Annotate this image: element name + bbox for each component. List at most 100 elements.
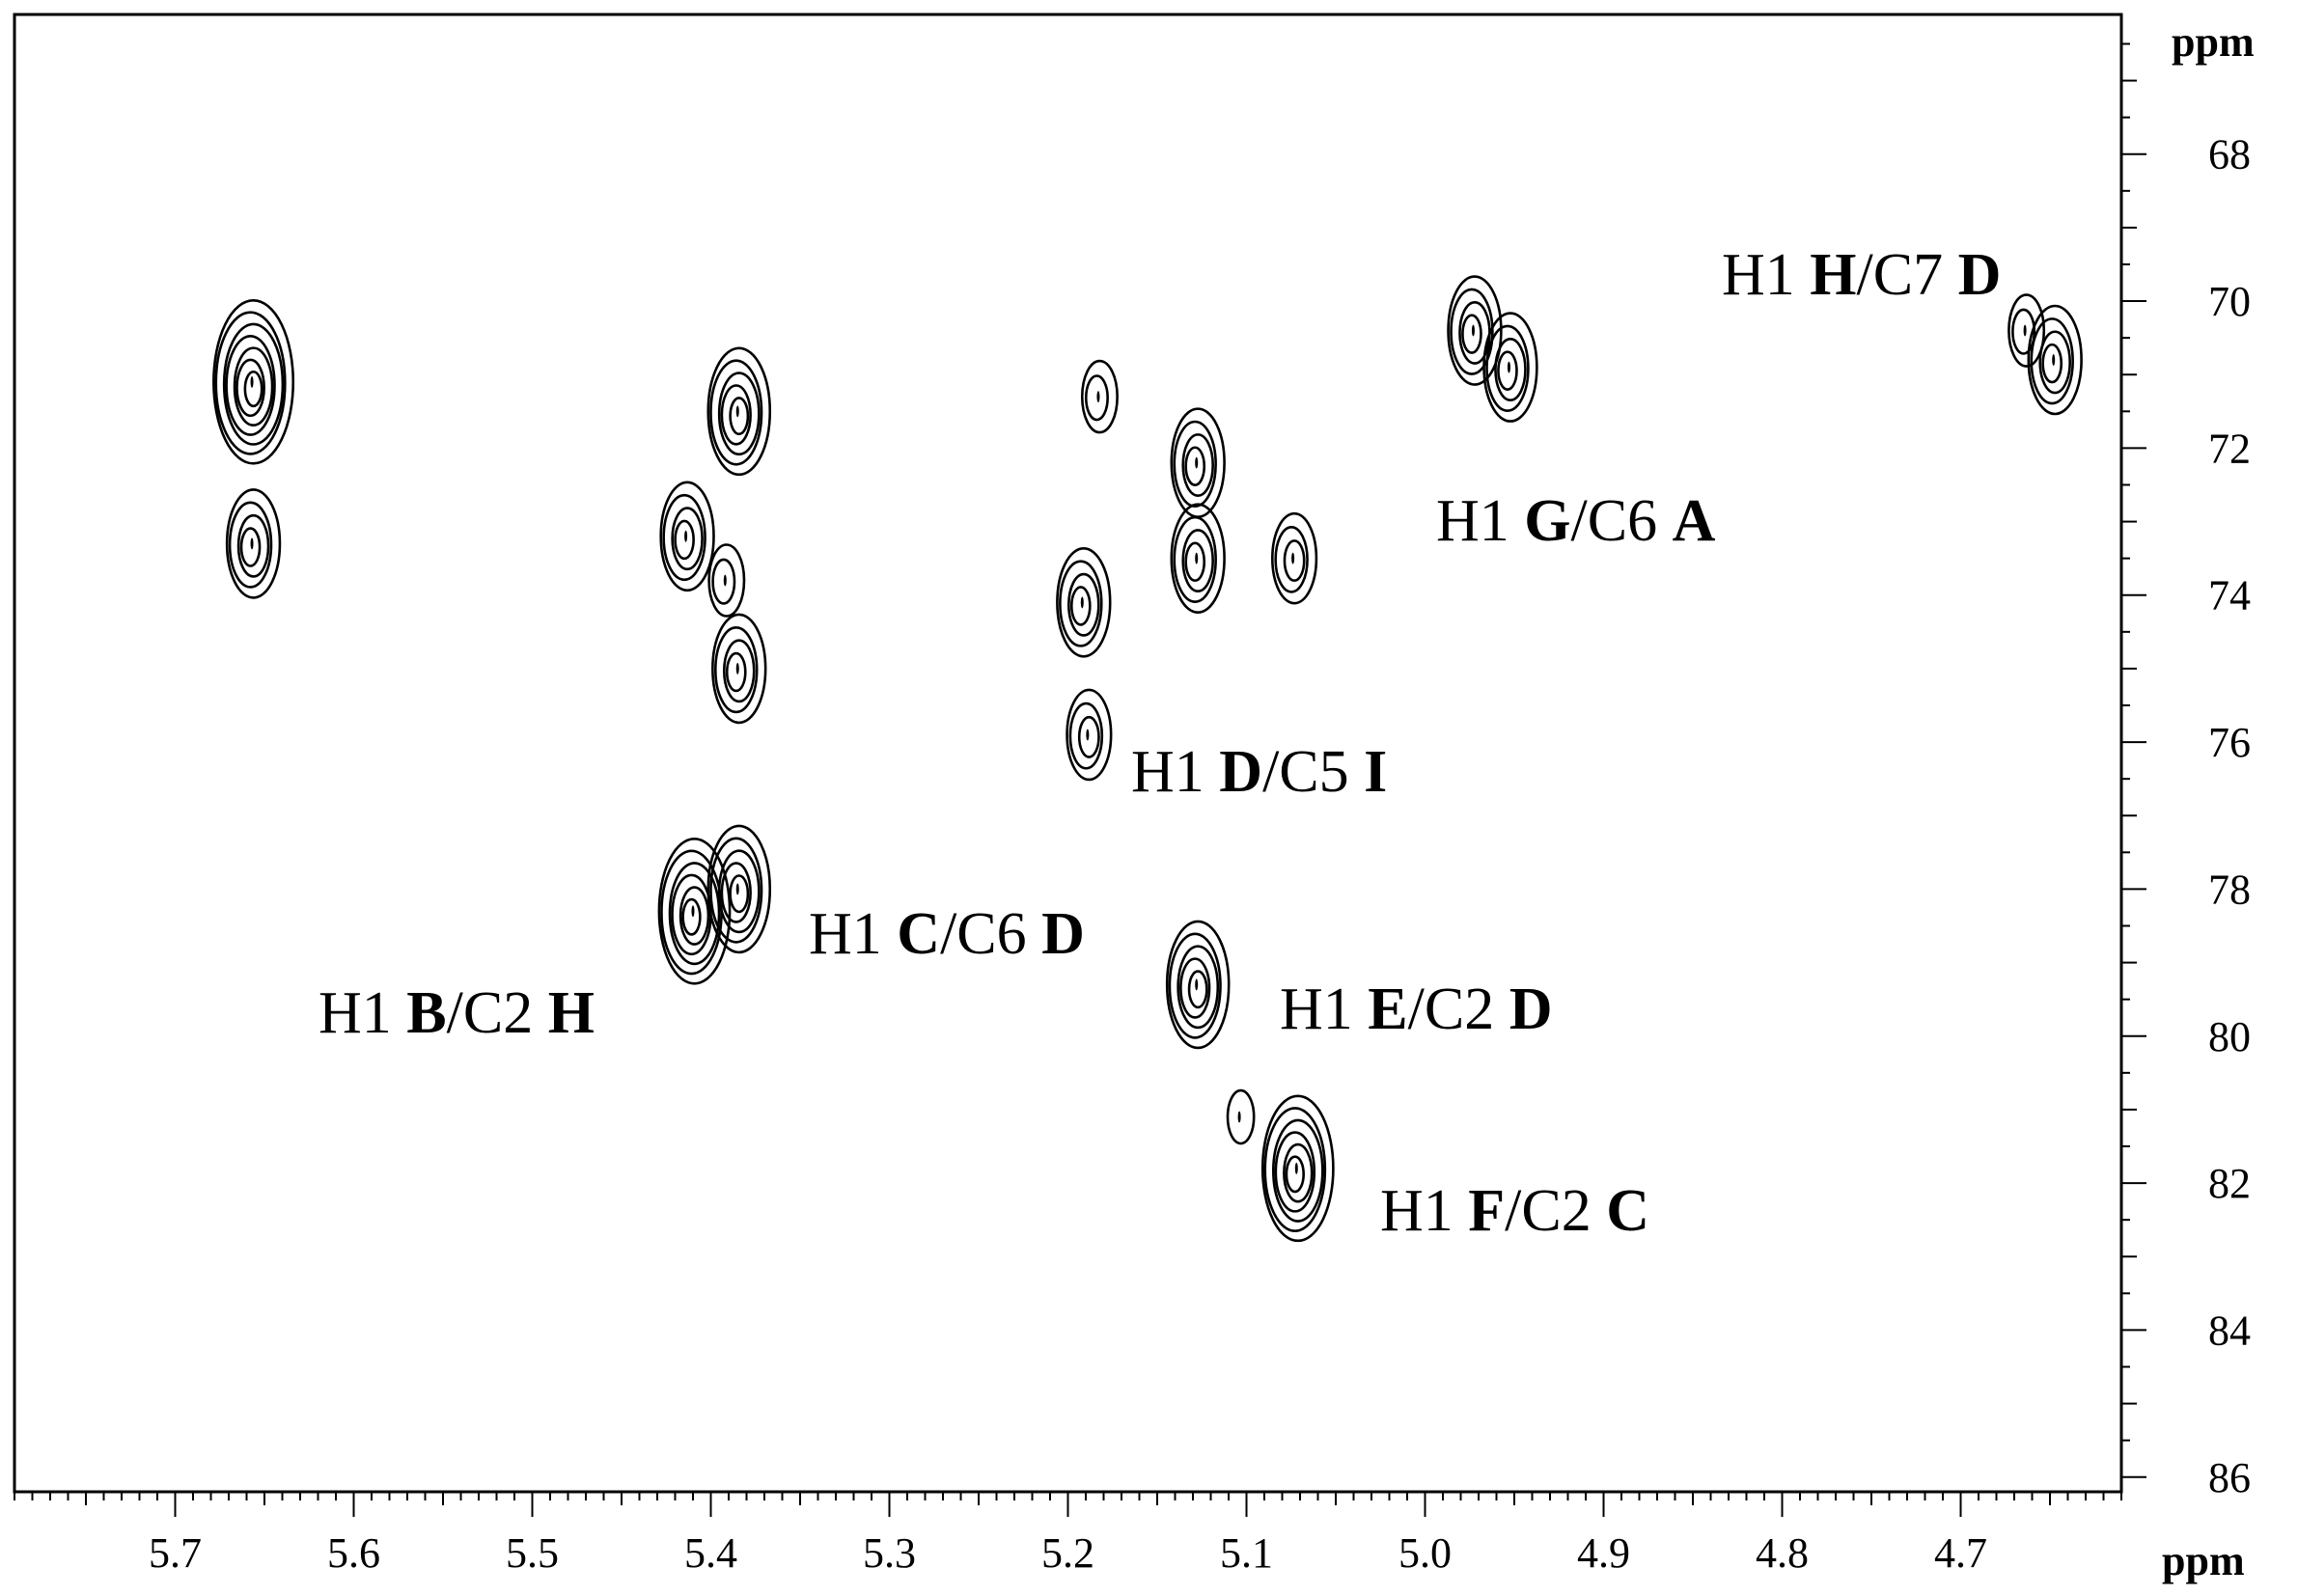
x-tick-label: 4.8 [1756, 1529, 1809, 1577]
peak-18 [1447, 275, 1503, 386]
x-tick-label: 5.3 [863, 1529, 916, 1577]
contour-level [1283, 539, 1306, 583]
x-tick-label: 5.6 [327, 1529, 380, 1577]
contour-level [1069, 586, 1092, 626]
y-tick-label: 84 [2208, 1307, 2251, 1354]
annotation-h1-b-c2-h: H1 B/C2 H [318, 980, 595, 1046]
contour-level [212, 299, 295, 465]
peak-center [684, 530, 688, 542]
x-axis-unit: ppm [2162, 1537, 2245, 1584]
y-axis: 68 70 72 74 76 78 80 82 84 86 [2121, 42, 2251, 1501]
peak-1 [212, 299, 295, 465]
peak-center [2023, 324, 2027, 337]
contour-level [1226, 1088, 1256, 1145]
peak-9 [1080, 359, 1119, 434]
peak-center [1086, 729, 1090, 741]
contour-level [711, 613, 767, 725]
annotation-h1-h-c7-d: H1 H/C7 D [1722, 242, 2001, 308]
peak-center [1195, 978, 1199, 991]
contour-level [1485, 324, 1530, 412]
contour-level [1283, 1142, 1314, 1203]
contour-level [236, 513, 270, 578]
peak-10 [1056, 547, 1112, 658]
peak-15 [1165, 920, 1231, 1050]
contour-level [243, 370, 263, 408]
peak-6 [711, 613, 767, 725]
peak-center [735, 405, 739, 418]
peak-contours [212, 275, 2083, 1243]
y-tick-label: 68 [2208, 131, 2251, 179]
contour-level [1184, 446, 1206, 487]
contour-level [1187, 970, 1208, 1009]
contour-level [2011, 308, 2036, 355]
contour-level [1168, 932, 1222, 1039]
contour-level [674, 519, 695, 561]
peak-center [735, 662, 739, 674]
peak-center [1195, 456, 1199, 469]
peak-center [2052, 353, 2056, 366]
peak-4 [659, 481, 715, 592]
contour-level [729, 397, 750, 436]
y-tick-label: 80 [2208, 1013, 2251, 1060]
contour-level [722, 639, 756, 703]
contour-level [1181, 529, 1214, 593]
contour-level [1181, 433, 1214, 497]
y-tick-label: 76 [2208, 719, 2251, 766]
peak-center [1237, 1111, 1241, 1123]
peak-13 [1170, 503, 1226, 614]
contour-level [1270, 511, 1318, 605]
contour-level [1177, 945, 1220, 1030]
peak-5 [707, 543, 746, 618]
contour-level [1461, 314, 1482, 354]
contour-level [2027, 304, 2083, 416]
contour-level [1497, 350, 1518, 391]
contour-level [1263, 1107, 1327, 1232]
contour-level [235, 358, 265, 418]
contour-level [729, 874, 750, 914]
contour-level [222, 322, 285, 446]
contour-level [720, 862, 752, 923]
contour-level [706, 346, 772, 477]
contour-level [225, 488, 282, 599]
peak-21 [2027, 304, 2083, 416]
contour-level [228, 501, 273, 589]
contour-level [714, 625, 759, 714]
contour-level [662, 493, 706, 582]
annotation-h1-g-c6-a: H1 G/C6 A [1436, 488, 1716, 554]
peak-center [1291, 552, 1295, 564]
contour-level [671, 507, 704, 571]
contour-level [1494, 338, 1527, 401]
contour-level [2030, 317, 2074, 405]
contour-level [1184, 541, 1206, 583]
contour-level [711, 558, 736, 605]
contour-level [1059, 560, 1103, 647]
annotation-h1-f-c2-c: H1 F/C2 C [1380, 1178, 1649, 1244]
contour-level [1056, 547, 1112, 658]
y-tick-label: 74 [2208, 572, 2251, 619]
contour-level [1285, 1155, 1305, 1194]
contour-level [1066, 688, 1113, 782]
peak-center [735, 883, 739, 895]
annotation-h1-c-c6-d: H1 C/C6 D [809, 901, 1085, 967]
contour-level [1271, 1118, 1324, 1223]
peak-center [691, 905, 695, 918]
contour-level [668, 862, 721, 966]
x-tick-label: 5.0 [1398, 1529, 1452, 1577]
peak-8 [706, 824, 772, 954]
peak-center [1096, 391, 1100, 403]
contour-level [1067, 572, 1100, 637]
y-tick-label: 86 [2208, 1454, 2251, 1501]
contour-level [720, 384, 752, 446]
peak-center [1080, 596, 1084, 609]
contour-level [659, 481, 715, 592]
annotation-h1-e-c2-d: H1 E/C2 D [1280, 977, 1553, 1042]
contour-level [717, 849, 761, 934]
peak-center [250, 375, 254, 388]
contour-level [1179, 957, 1211, 1019]
peak-center [723, 574, 727, 587]
contour-level [239, 527, 262, 567]
contour-level [2041, 343, 2063, 384]
peak-20 [2007, 293, 2046, 368]
contour-level [709, 837, 763, 944]
